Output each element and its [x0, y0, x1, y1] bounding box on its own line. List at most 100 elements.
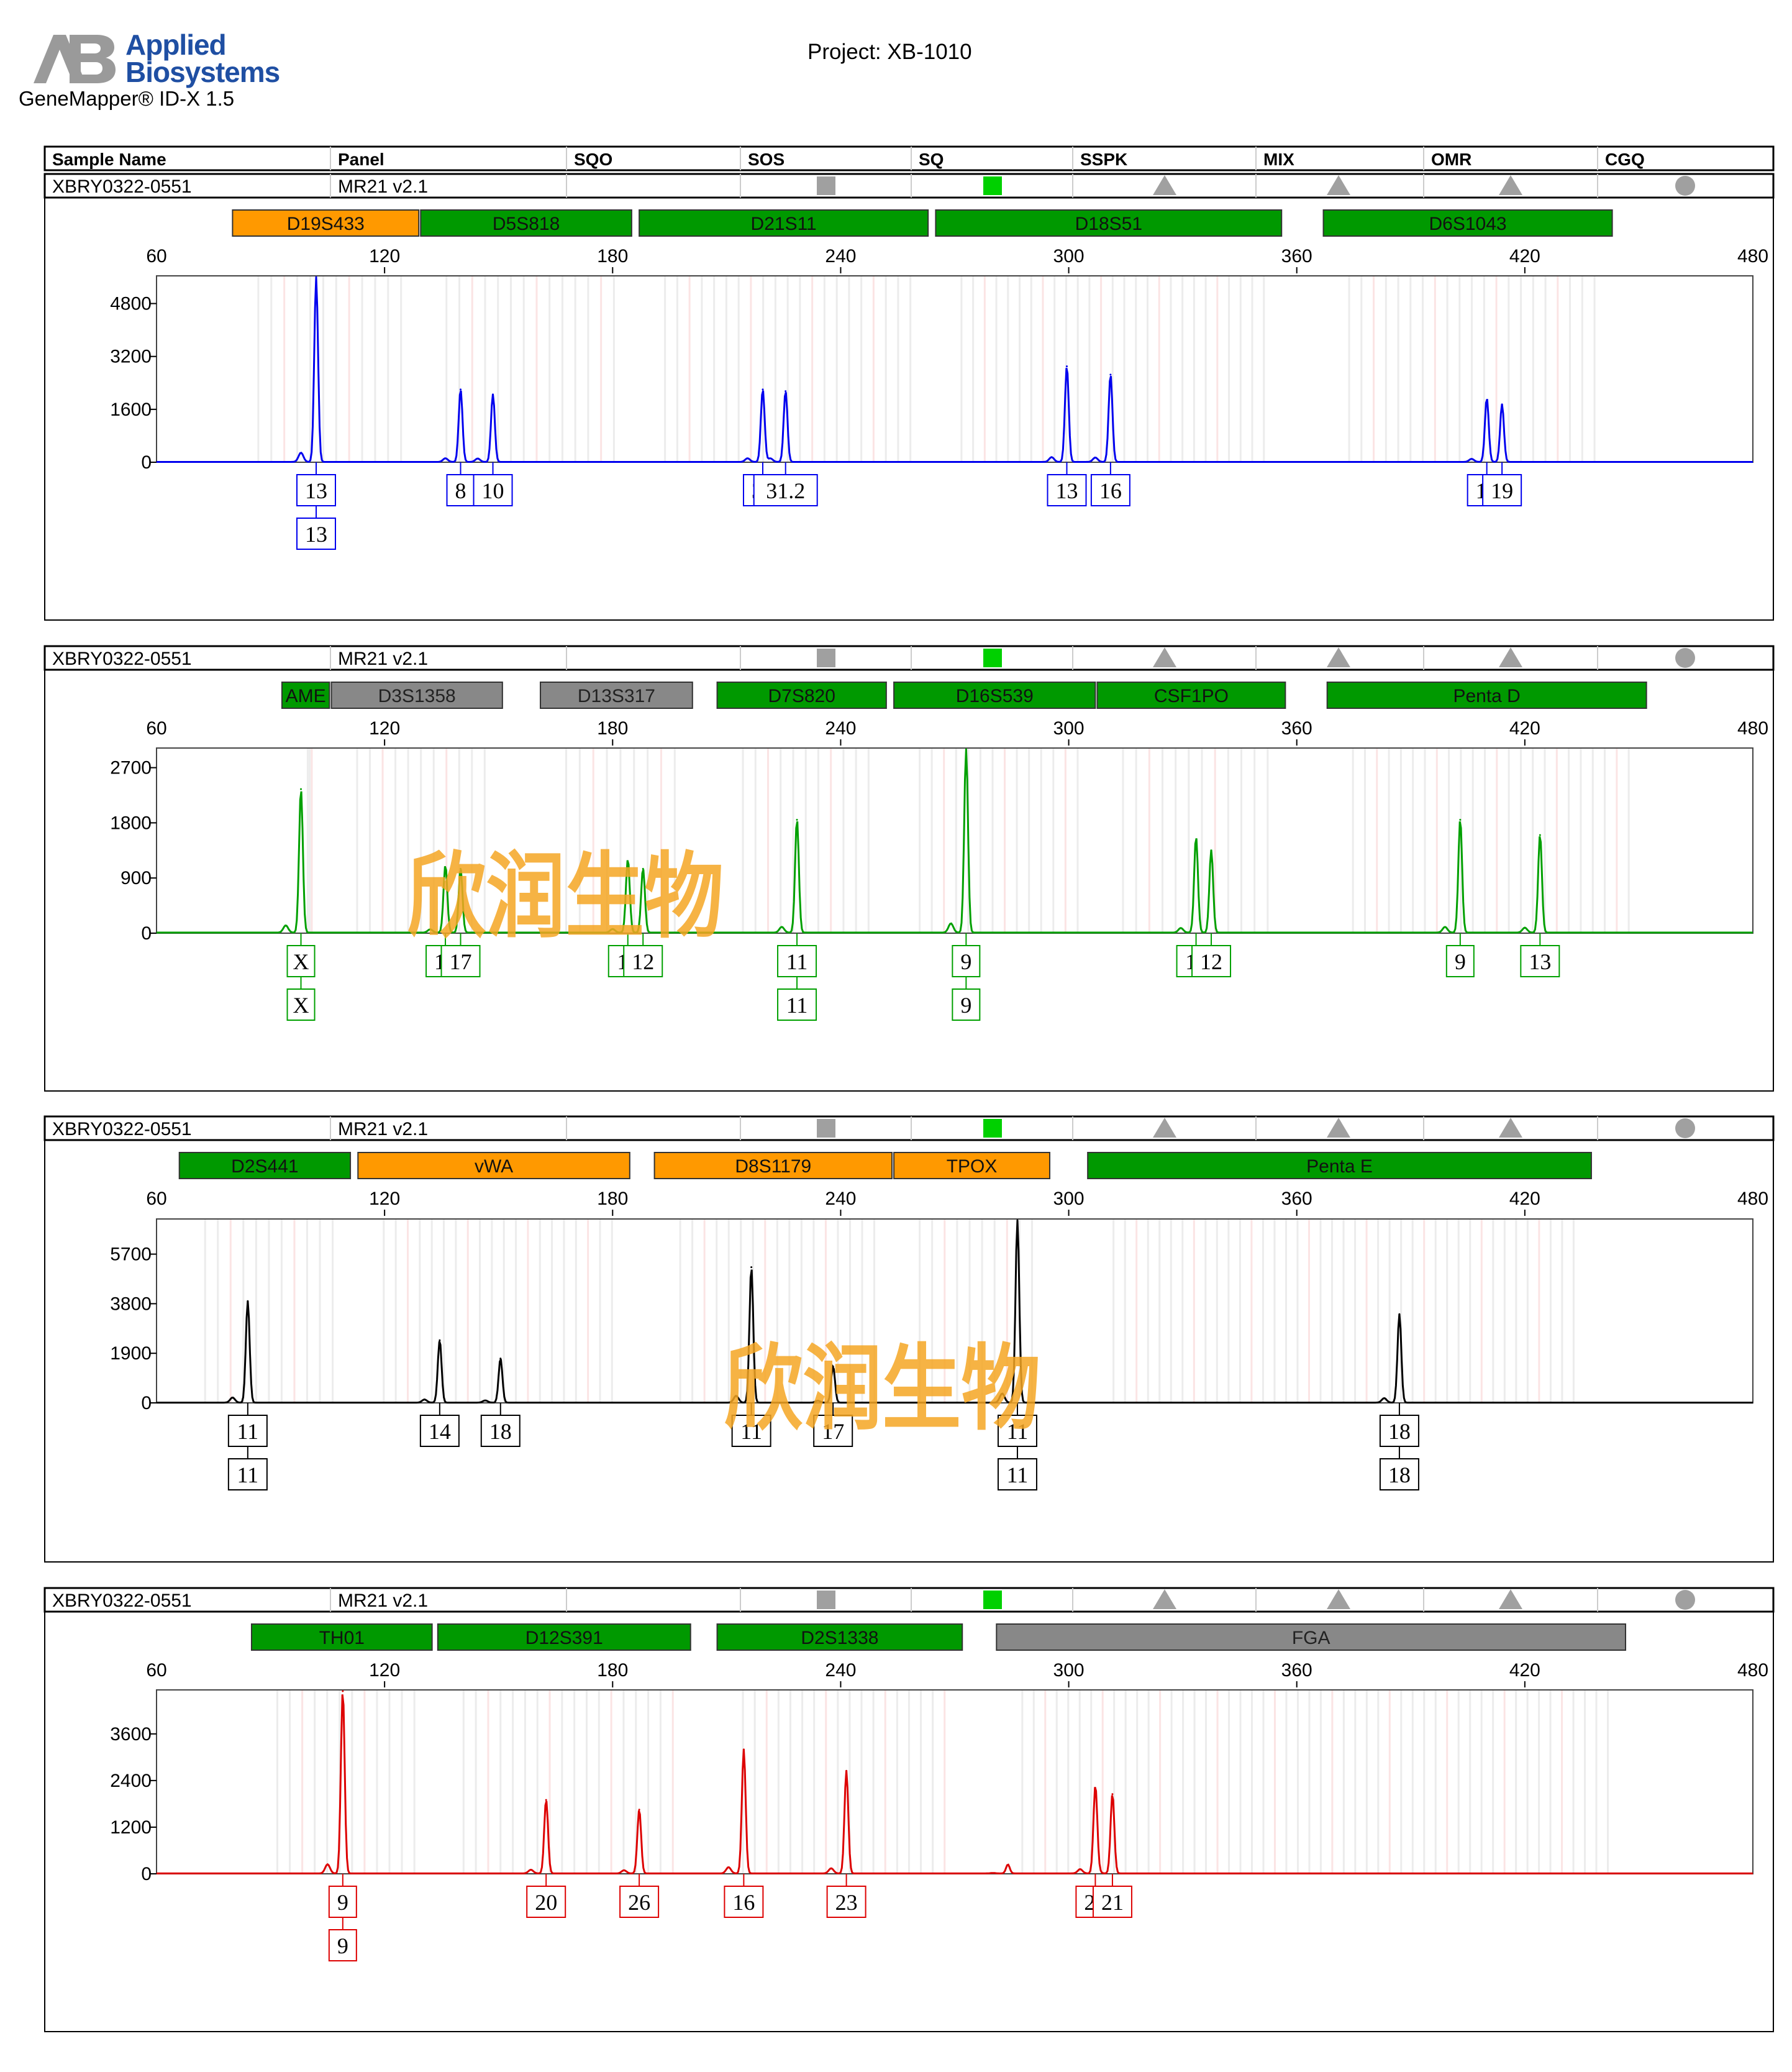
allele-bin	[1032, 1690, 1035, 1874]
allele-bin	[1568, 748, 1570, 933]
allele-bin	[737, 276, 740, 462]
allele-bin	[1201, 748, 1203, 933]
x-tick-label: 120	[369, 246, 400, 267]
allele-bin	[792, 748, 794, 933]
allele-call-label: 21	[1101, 1890, 1124, 1915]
marker-label: D2S441	[231, 1156, 298, 1177]
column-header-mix: MIX	[1263, 150, 1294, 169]
logo-line-1: Applied	[125, 29, 227, 61]
allele-bin	[479, 1219, 481, 1403]
allele-call-box	[446, 474, 475, 506]
allele-bin	[932, 1690, 934, 1874]
allele-bin	[1616, 748, 1618, 933]
allele-bin	[536, 1690, 539, 1874]
allele-bin	[780, 748, 782, 933]
allele-bin	[314, 1690, 316, 1874]
x-tick-label: 360	[1281, 246, 1312, 267]
peak-point	[1111, 1793, 1114, 1796]
allele-bin	[1055, 1690, 1058, 1874]
marker-label: D18S51	[1075, 214, 1142, 234]
allele-bin	[376, 1690, 378, 1874]
allele-bin	[1555, 748, 1558, 933]
allele-bin	[1471, 748, 1474, 933]
applied-biosystems-logo: Applied Biosystems	[31, 29, 292, 93]
allele-call-box	[473, 474, 513, 506]
allele-bin	[983, 276, 986, 462]
column-header-row	[43, 145, 1775, 171]
y-tick-label: 0	[141, 1864, 152, 1884]
allele-bin	[789, 1690, 791, 1874]
allele-bin	[1053, 276, 1056, 462]
flag-mix-icon	[1327, 647, 1350, 667]
marker-label: D12S391	[525, 1628, 603, 1648]
allele-bin	[1411, 1690, 1414, 1874]
allele-call-label: X	[293, 949, 309, 974]
peak-point	[1486, 400, 1488, 403]
allele-bin	[799, 276, 801, 462]
allele-bin	[1595, 1690, 1598, 1874]
allele-call-label: 26	[628, 1890, 650, 1915]
x-tick-label: 240	[825, 718, 856, 739]
allele-call-label: 10	[482, 478, 504, 503]
allele-bin	[635, 1690, 637, 1874]
marker-label: Penta D	[1453, 686, 1520, 706]
y-tick-label: 2700	[110, 758, 152, 778]
allele-bin	[484, 276, 486, 462]
allele-bin	[979, 748, 981, 933]
allele-call-label: 18	[489, 1419, 512, 1444]
allele-bin	[1239, 276, 1242, 462]
allele-bin	[1373, 276, 1375, 462]
flag-sspk-icon	[1153, 175, 1176, 195]
peak-point	[444, 867, 447, 870]
x-tick-label: 180	[597, 1189, 628, 1209]
x-tick-label: 60	[146, 718, 166, 739]
allele-bin	[1591, 748, 1594, 933]
allele-bin	[351, 1690, 353, 1874]
allele-bin	[1135, 1219, 1138, 1403]
allele-bin	[1240, 748, 1243, 933]
allele-bin	[255, 1219, 257, 1403]
allele-call-box	[419, 1415, 460, 1447]
allele-bin	[1159, 1690, 1162, 1874]
allele-bin	[268, 1219, 270, 1403]
marker-label: D8S1179	[735, 1156, 811, 1177]
marker-d13s317	[540, 682, 693, 709]
allele-bin	[1228, 276, 1230, 462]
allele-bin	[1561, 1219, 1563, 1403]
y-tick-label: 0	[141, 1393, 152, 1413]
allele-bin	[585, 1690, 588, 1874]
y-tick-label: 4800	[110, 294, 152, 314]
flag-mix-icon	[1327, 175, 1350, 195]
allele-call-box	[286, 945, 316, 977]
allele-bin	[301, 1690, 304, 1874]
plot-area	[156, 1689, 1753, 1874]
allele-bin	[765, 1690, 768, 1874]
allele-bin	[587, 1219, 589, 1403]
allele-call-label: 13	[305, 478, 327, 503]
allele-bin	[309, 276, 311, 462]
allele-bin	[1181, 276, 1184, 462]
allele-bin	[1549, 1219, 1552, 1403]
allele-bin	[563, 1219, 565, 1403]
x-tick-label: 420	[1509, 718, 1540, 739]
allele-bin	[1319, 1690, 1322, 1874]
y-tick-label: 1900	[110, 1343, 152, 1364]
x-tick-label: 120	[369, 718, 400, 739]
allele-bin	[823, 276, 826, 462]
x-tick-label: 240	[825, 246, 856, 267]
peak-point	[1195, 840, 1198, 842]
allele-bin	[1019, 276, 1021, 462]
peak-point	[247, 1300, 249, 1302]
flag-sspk-icon	[1153, 1589, 1176, 1609]
sample-name: XBRY0322-0551	[52, 176, 192, 197]
marker-d8s1179	[653, 1152, 893, 1179]
peak-point	[627, 862, 629, 864]
allele-bin	[280, 1219, 283, 1403]
trace-black	[157, 1220, 1753, 1404]
allele-bin	[825, 1690, 827, 1874]
allele-bin	[619, 748, 622, 933]
allele-bin	[383, 1219, 385, 1403]
allele-bin	[1112, 1219, 1115, 1403]
marker-d2s441	[178, 1152, 352, 1179]
allele-bin	[1458, 276, 1461, 462]
